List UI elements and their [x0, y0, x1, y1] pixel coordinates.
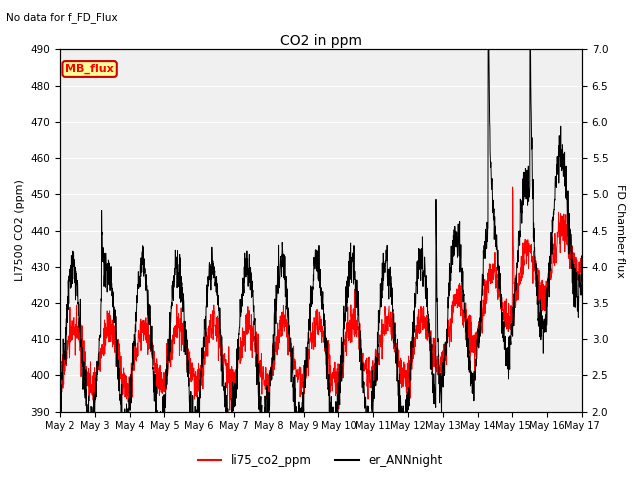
Bar: [60, 122, 582, 194]
Bar: [60, 158, 582, 194]
Bar: [60, 85, 582, 122]
Legend: li75_co2_ppm, er_ANNnight: li75_co2_ppm, er_ANNnight: [193, 449, 447, 472]
Bar: [60, 303, 582, 339]
Bar: [60, 13, 582, 49]
Y-axis label: FD Chamber flux: FD Chamber flux: [615, 183, 625, 277]
Bar: [60, 230, 582, 267]
Bar: [60, 267, 582, 339]
Text: No data for f_FD_Flux: No data for f_FD_Flux: [6, 12, 118, 23]
Bar: [60, 49, 582, 122]
Bar: [60, 375, 582, 412]
Title: CO2 in ppm: CO2 in ppm: [280, 34, 362, 48]
Bar: [60, 194, 582, 267]
Bar: [60, 339, 582, 412]
Text: MB_flux: MB_flux: [65, 64, 114, 74]
Y-axis label: LI7500 CO2 (ppm): LI7500 CO2 (ppm): [15, 180, 25, 281]
